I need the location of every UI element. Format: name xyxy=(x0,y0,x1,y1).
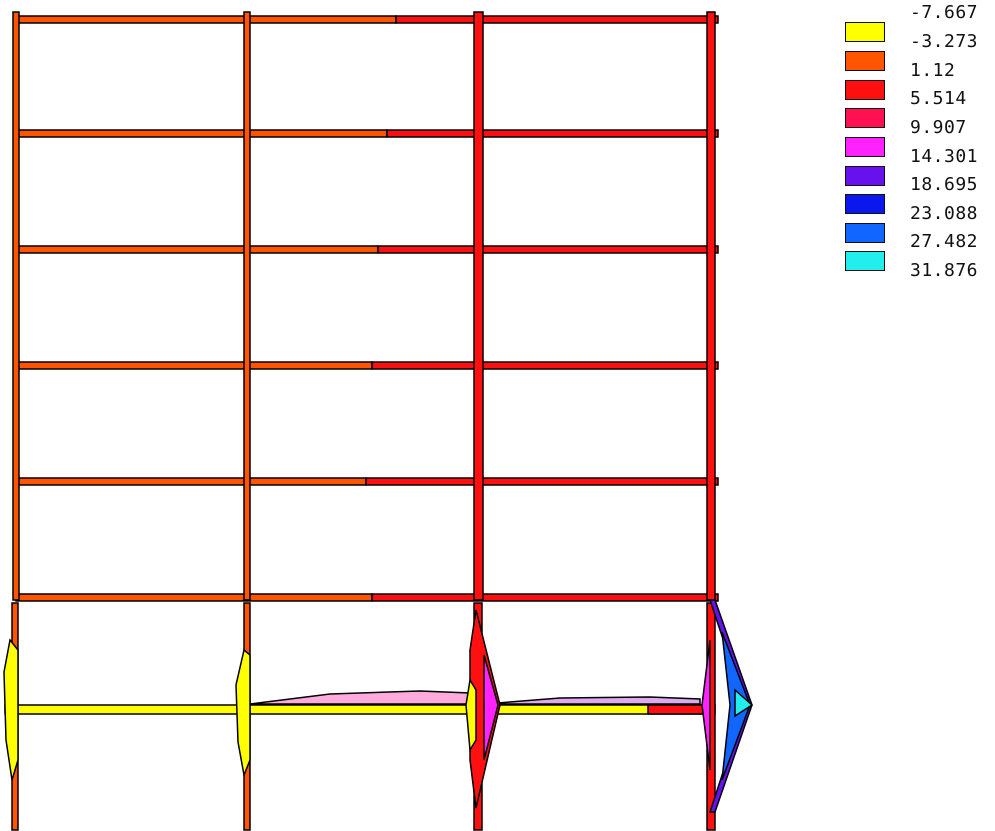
beam-red xyxy=(377,245,719,254)
stress-legend: -7.667 -3.273 1.12 5.514 9.907 14.301 18… xyxy=(845,0,995,290)
ground-column-3-magenta xyxy=(483,654,499,761)
column-3 xyxy=(473,11,484,601)
beam-orange xyxy=(15,245,379,254)
deformation-band-lilac xyxy=(484,696,701,705)
ground-column-4-cyan xyxy=(734,688,754,718)
ground-level-layer xyxy=(3,599,754,831)
beam-red xyxy=(371,593,719,602)
column-2 xyxy=(243,11,251,601)
deformation-band-pink xyxy=(249,690,471,705)
legend-value-7: 18.695 xyxy=(910,174,979,195)
ground-column-2-yellow xyxy=(235,648,251,778)
column-1 xyxy=(12,11,20,601)
ground-column-1-yellow xyxy=(3,638,19,781)
legend-value-10: 31.876 xyxy=(910,260,979,281)
ground-column-4-magenta xyxy=(701,639,711,771)
legend-value-3: 1.12 xyxy=(910,60,956,81)
ground-column-3-yellow xyxy=(465,677,477,753)
beam-orange xyxy=(15,361,373,370)
beam-red xyxy=(365,477,719,486)
legend-swatch-7 xyxy=(845,194,885,214)
legend-value-8: 23.088 xyxy=(910,203,979,224)
legend-swatch-3 xyxy=(845,80,885,100)
legend-swatch-4 xyxy=(845,108,885,128)
legend-value-5: 9.907 xyxy=(910,117,967,138)
beam-red xyxy=(371,361,719,370)
beam-red xyxy=(395,15,719,24)
beam-layer xyxy=(15,15,719,602)
legend-value-6: 14.301 xyxy=(910,146,979,167)
legend-swatch-9 xyxy=(845,251,885,271)
column-layer xyxy=(12,11,716,601)
beam-orange xyxy=(15,129,388,138)
legend-swatch-6 xyxy=(845,166,885,186)
legend-value-1: -7.667 xyxy=(910,2,979,23)
legend-swatch-8 xyxy=(845,223,885,243)
legend-value-2: -3.273 xyxy=(910,31,979,52)
legend-swatch-1 xyxy=(845,22,885,42)
beam-orange xyxy=(15,15,397,24)
beam-red xyxy=(386,129,719,138)
beam-orange xyxy=(15,477,367,486)
legend-value-4: 5.514 xyxy=(910,88,967,109)
legend-swatch-2 xyxy=(845,51,885,71)
beam-orange xyxy=(15,593,373,602)
tie-beam-yellow xyxy=(4,704,716,715)
legend-value-9: 27.482 xyxy=(910,231,979,252)
legend-swatch-5 xyxy=(845,137,885,157)
column-4 xyxy=(706,11,716,601)
